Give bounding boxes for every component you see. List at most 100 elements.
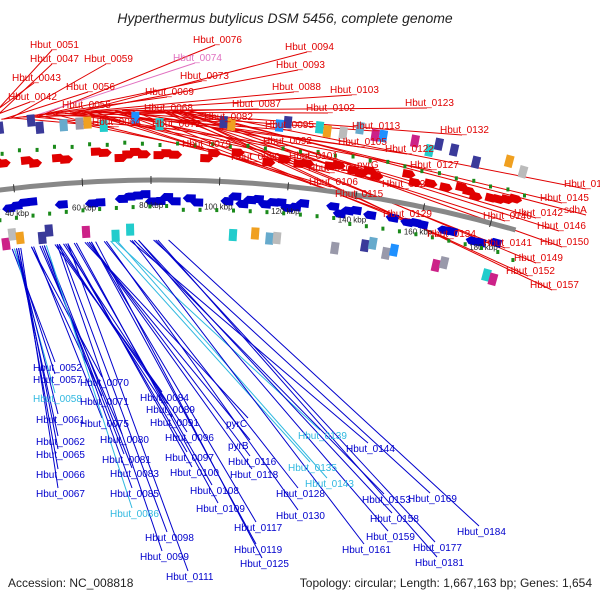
reverse-gene <box>385 213 400 223</box>
gene-label: Hbut_0055 <box>62 100 111 111</box>
gene-label: Hbut_0130 <box>276 511 325 522</box>
leader-line <box>102 110 380 171</box>
orf-block <box>83 116 92 129</box>
gene-label: Hbut_0043 <box>12 73 61 84</box>
leader-line <box>176 109 563 204</box>
leader-line <box>90 241 257 523</box>
marker-dot <box>403 164 407 169</box>
gene-label: Hbut_0069 <box>145 87 194 98</box>
gene-label: Hbut_0177 <box>413 543 462 554</box>
marker-dot <box>298 149 302 154</box>
gene-label: Hbut_0103 <box>330 85 379 96</box>
marker-dot <box>298 212 302 217</box>
marker-dot <box>181 207 185 212</box>
scale-tick <box>13 184 15 193</box>
marker-dot <box>88 142 92 147</box>
gene-label: pyrC <box>226 419 247 430</box>
marker-dot <box>447 238 451 243</box>
marker-dot <box>0 151 4 156</box>
gene-label: Hbut_0094 <box>285 42 334 53</box>
leader-line <box>72 69 299 114</box>
orf-block <box>111 229 120 242</box>
forward-gene <box>301 158 315 168</box>
marker-dot <box>35 147 39 152</box>
reverse-gene <box>348 205 363 216</box>
gene-label: Hbut_0117 <box>234 523 283 534</box>
leader-line <box>88 241 253 470</box>
marker-dot <box>332 215 336 220</box>
orf-block <box>7 227 17 241</box>
orf-block <box>15 231 25 245</box>
leader-line <box>58 243 168 533</box>
gene-label: Hbut_0084 <box>140 393 189 404</box>
marker-dot <box>158 143 162 147</box>
gene-label: Hbut_0076 <box>193 35 242 46</box>
marker-dot <box>215 208 219 213</box>
leader-line <box>168 239 480 527</box>
gene-label: Hbut_0147 <box>564 179 600 190</box>
reverse-gene <box>488 237 503 248</box>
marker-dot <box>368 158 372 163</box>
orf-block <box>388 243 400 257</box>
reverse-gene <box>273 198 287 208</box>
leader-line <box>88 241 251 457</box>
leader-line <box>116 240 328 479</box>
orf-block <box>314 120 325 134</box>
reverse-gene <box>167 197 181 206</box>
gene-label: Hbut_0066 <box>36 470 85 481</box>
reverse-gene <box>444 226 459 237</box>
gene-label: Hbut_0108 <box>190 486 239 497</box>
marker-dot <box>386 159 390 164</box>
forward-gene <box>59 155 74 164</box>
gene-label: Hbut_0083 <box>110 469 159 480</box>
leader-line <box>67 243 193 468</box>
gene-label: Hbut_0184 <box>457 527 506 538</box>
marker-dot <box>123 140 127 145</box>
scale-tick <box>422 203 426 212</box>
gene-label: Hbut_0129 <box>383 209 432 220</box>
reverse-gene <box>220 197 234 206</box>
marker-dot <box>17 148 21 153</box>
leader-line <box>34 62 196 117</box>
marker-dot <box>98 207 102 212</box>
scale-ticks: 40 kbp 60 kbp 80 kbp 100 kbp 120 kbp 140 kbp 1… <box>0 140 526 263</box>
gene-label: Hbut_0057 <box>33 375 82 386</box>
gene-label: Hbut_0070 <box>80 378 129 389</box>
orf-block <box>409 134 421 148</box>
orf-block <box>487 272 499 287</box>
marker-dot <box>211 142 215 147</box>
leader-line <box>122 107 428 112</box>
gene-label: Hbut_0161 <box>342 545 391 556</box>
gene-label: pyrG <box>357 160 379 171</box>
orf-block <box>367 236 378 250</box>
gene-label: Hbut_0105 <box>338 137 387 148</box>
marker-dot <box>333 153 337 158</box>
gene-label: Hbut_0106 <box>309 177 358 188</box>
gene-label: Hbut_0082 <box>204 112 253 123</box>
orf-block <box>75 117 84 130</box>
reverse-gene <box>137 190 151 199</box>
gene-label: Hbut_0116 <box>228 457 277 468</box>
leader-line <box>75 242 219 504</box>
leader-line <box>33 246 103 419</box>
gene-label: Hbut_0118 <box>230 470 279 481</box>
forward-gene <box>231 148 245 157</box>
gene-label: Hbut_0125 <box>240 559 289 570</box>
marker-dot <box>348 221 352 226</box>
marker-dot <box>364 224 368 229</box>
gene-label: Hbut_0145 <box>540 193 589 204</box>
scale-label: 160 kbp <box>404 228 433 237</box>
gene-label: Hbut_0153 <box>362 495 411 506</box>
gene-label: Hbut_0093 <box>276 60 325 71</box>
marker-dot <box>52 144 56 149</box>
marker-dot <box>397 229 401 234</box>
gene-label: Hbut_0080 <box>100 435 149 446</box>
leader-line <box>0 82 35 109</box>
marker-dot <box>81 208 85 213</box>
marker-dot <box>263 146 267 151</box>
leader-line <box>95 241 263 559</box>
gene-label: Hbut_0073 <box>180 71 229 82</box>
gene-label: Hbut_0099 <box>140 552 189 563</box>
orf-block <box>59 118 69 132</box>
